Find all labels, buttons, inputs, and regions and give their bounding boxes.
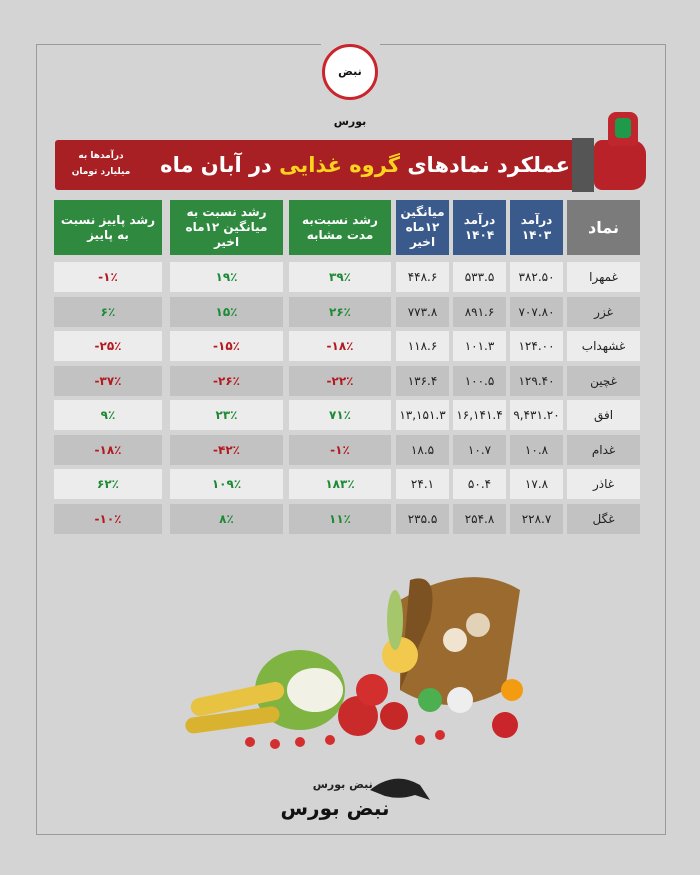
data-cell: ۳۹٪ bbox=[289, 262, 391, 292]
title-start: عملکرد نمادهای bbox=[407, 153, 570, 177]
title-banner bbox=[55, 140, 575, 190]
symbol-cell: افق bbox=[567, 400, 640, 430]
column-header: درآمد ۱۴۰۴ bbox=[453, 200, 506, 255]
data-cell: ۱۸.۵ bbox=[396, 434, 449, 465]
symbol-cell: غچین bbox=[567, 365, 640, 396]
note-line: میلیارد تومان bbox=[71, 167, 131, 177]
data-cell: -۱٪ bbox=[54, 262, 162, 292]
data-cell: ۲۳۵.۵ bbox=[396, 503, 449, 534]
data-cell: -۱٪ bbox=[289, 434, 391, 465]
data-cell: ۱۷.۸ bbox=[510, 469, 563, 499]
frame bbox=[36, 44, 666, 835]
data-cell: ۴۴۸.۶ bbox=[396, 262, 449, 292]
frame-line bbox=[36, 44, 321, 45]
data-cell: ۸٪ bbox=[170, 503, 283, 534]
data-cell: ۱۰.۸ bbox=[510, 434, 563, 465]
data-cell: ۷۰۷.۸۰ bbox=[510, 296, 563, 327]
frame-line bbox=[380, 44, 665, 45]
data-cell: -۲۵٪ bbox=[54, 331, 162, 361]
data-cell: ۱۱٪ bbox=[289, 503, 391, 534]
data-cell: ۹٪ bbox=[54, 400, 162, 430]
data-cell: ۵۳۳.۵ bbox=[453, 262, 506, 292]
note-line: درآمدها به bbox=[78, 151, 124, 161]
column-header: درآمد ۱۴۰۳ bbox=[510, 200, 563, 255]
data-cell: ۱۹٪ bbox=[170, 262, 283, 292]
data-cell: ۹,۴۳۱.۲۰ bbox=[510, 400, 563, 430]
fist bbox=[594, 140, 646, 190]
data-cell: ۷۷۳.۸ bbox=[396, 296, 449, 327]
data-cell: ۱۰۰.۵ bbox=[453, 365, 506, 396]
data-cell: ۳۸۲.۵۰ bbox=[510, 262, 563, 292]
data-cell: ۱۱۸.۶ bbox=[396, 331, 449, 361]
footer-site: سایت نبض بورس bbox=[312, 778, 408, 791]
fist-thumb bbox=[608, 112, 638, 146]
data-cell: ۱۳۶.۴ bbox=[396, 365, 449, 396]
data-cell: ۶۲٪ bbox=[54, 469, 162, 499]
data-cell: ۱۸۳٪ bbox=[289, 469, 391, 499]
data-cell: -۱۸٪ bbox=[54, 434, 162, 465]
data-cell: ۱۳,۱۵۱.۳ bbox=[396, 400, 449, 430]
data-cell: -۱۵٪ bbox=[170, 331, 283, 361]
data-cell: -۱۰٪ bbox=[54, 503, 162, 534]
title-highlight: گروه غذایی bbox=[279, 153, 400, 177]
symbol-cell: غمهرا bbox=[567, 262, 640, 292]
data-cell: ۶٪ bbox=[54, 296, 162, 327]
symbol-cell: غشهداب bbox=[567, 331, 640, 361]
data-cell: ۵۰.۴ bbox=[453, 469, 506, 499]
data-cell: ۱۵٪ bbox=[170, 296, 283, 327]
column-header: میانگین ۱۲ماه اخیر bbox=[396, 200, 449, 255]
data-cell: -۴۲٪ bbox=[170, 434, 283, 465]
data-cell: ۲۳٪ bbox=[170, 400, 283, 430]
fist-cuff bbox=[572, 138, 594, 192]
footer-brand: نبض بورس bbox=[280, 796, 390, 820]
title: عملکرد نمادهای گروه غذایی در آبان ماه bbox=[150, 140, 570, 190]
column-header: رشد پاییز نسبت به پاییز bbox=[54, 200, 162, 255]
data-cell: ۱۶,۱۴۱.۴ bbox=[453, 400, 506, 430]
data-cell: ۱۲۴.۰۰ bbox=[510, 331, 563, 361]
data-cell: -۳۷٪ bbox=[54, 365, 162, 396]
symbol-cell: غگل bbox=[567, 503, 640, 534]
column-header: رشد نسبت‌به مدت مشابه bbox=[289, 200, 391, 255]
data-cell: ۱۰۹٪ bbox=[170, 469, 283, 499]
data-cell: ۱۲۹.۴۰ bbox=[510, 365, 563, 396]
data-cell: ۷۱٪ bbox=[289, 400, 391, 430]
symbol-cell: غدام bbox=[567, 434, 640, 465]
data-cell: ۲۵۴.۸ bbox=[453, 503, 506, 534]
data-cell: -۱۸٪ bbox=[289, 331, 391, 361]
data-cell: ۲۲۸.۷ bbox=[510, 503, 563, 534]
data-cell: ۲۶٪ bbox=[289, 296, 391, 327]
logo: نبض بورس bbox=[322, 44, 378, 128]
column-header: نماد bbox=[567, 200, 640, 255]
data-cell: -۲۶٪ bbox=[170, 365, 283, 396]
data-cell: ۱۰.۷ bbox=[453, 434, 506, 465]
title-end: در آبان ماه bbox=[160, 153, 272, 177]
symbol-cell: غاذر bbox=[567, 469, 640, 499]
data-cell: ۸۹۱.۶ bbox=[453, 296, 506, 327]
data-cell: ۲۴.۱ bbox=[396, 469, 449, 499]
column-header: رشد نسبت به میانگین ۱۲ماه اخیر bbox=[170, 200, 283, 255]
data-cell: -۲۲٪ bbox=[289, 365, 391, 396]
unit-note: درآمدها به میلیارد تومان bbox=[62, 148, 140, 180]
data-cell: ۱۰۱.۳ bbox=[453, 331, 506, 361]
symbol-cell: غزر bbox=[567, 296, 640, 327]
